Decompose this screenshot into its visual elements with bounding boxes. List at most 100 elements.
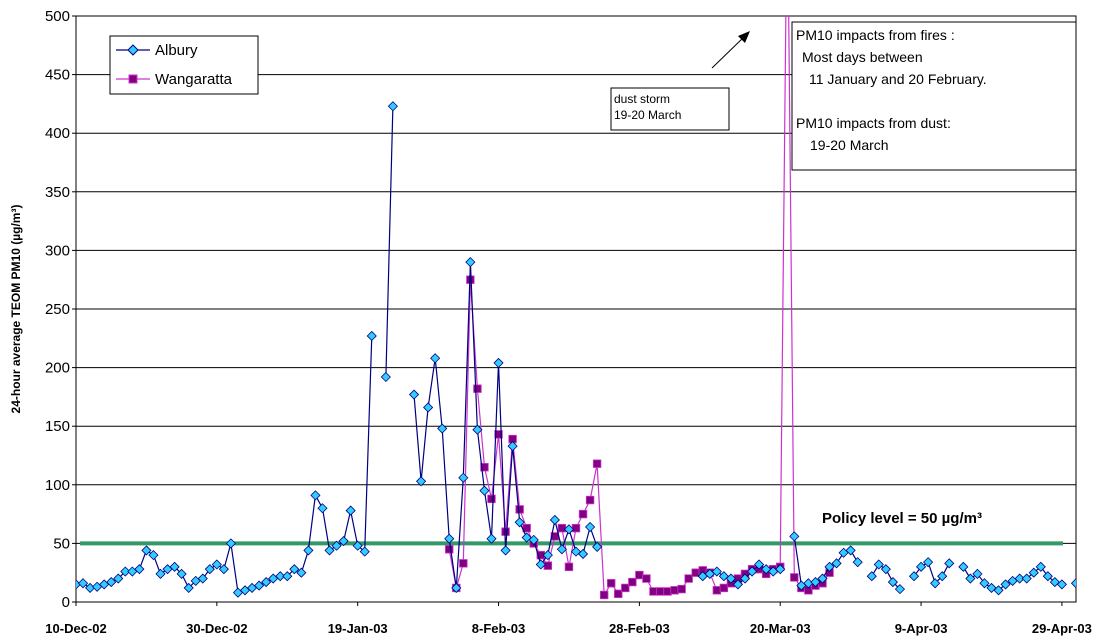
wangaratta-point-22 <box>599 590 609 600</box>
albury-point-103 <box>894 584 906 595</box>
albury-point-82 <box>746 566 758 577</box>
wangaratta-point-5 <box>480 463 489 472</box>
albury-point-65 <box>535 559 546 570</box>
albury-point-113 <box>965 573 976 584</box>
wangaratta-point-39 <box>719 583 729 593</box>
legend-albury-label: Albury <box>155 42 198 59</box>
albury-point-80 <box>732 579 744 590</box>
wangaratta-point-20 <box>585 495 595 505</box>
albury-point-71 <box>577 548 589 560</box>
wangaratta-point-7 <box>494 430 503 439</box>
albury-point-49 <box>423 402 434 413</box>
albury-point-109 <box>937 571 948 582</box>
albury-point-36 <box>324 545 335 556</box>
albury-point-50 <box>430 353 441 364</box>
albury-point-57 <box>479 485 490 496</box>
wangaratta-point-6 <box>487 494 496 504</box>
albury-point-121 <box>1021 573 1032 584</box>
impacts-line-2: Most days between <box>802 49 923 65</box>
wangaratta-point-2 <box>459 559 468 568</box>
albury-point-124 <box>1042 571 1053 582</box>
albury-point-92 <box>817 573 828 584</box>
albury-point-126 <box>1056 579 1067 590</box>
albury-point-108 <box>930 578 941 589</box>
albury-point-32 <box>296 567 307 578</box>
y-tick-label-150: 150 <box>45 418 70 435</box>
albury-point-67 <box>549 514 560 526</box>
wangaratta-point-28 <box>642 574 651 583</box>
albury-point-62 <box>514 517 525 528</box>
albury-point-35 <box>317 503 328 514</box>
impacts-line-6: 19-20 March <box>810 137 889 153</box>
albury-point-123 <box>1035 561 1046 572</box>
y-tick-label-100: 100 <box>45 477 70 494</box>
x-tick-label-2: 19-Jan-03 <box>328 621 388 636</box>
x-tick-label-1: 30-Dec-02 <box>186 621 247 636</box>
wangaratta-point-49 <box>790 573 799 582</box>
albury-point-30 <box>282 571 293 582</box>
albury-point-94 <box>831 558 842 569</box>
albury-point-51 <box>437 423 448 434</box>
y-axis-label: 24-hour average TEOM PM10 (µg/m³) <box>9 205 23 414</box>
albury-point-6 <box>113 573 124 584</box>
albury-point-40 <box>352 540 363 551</box>
albury-point-47 <box>408 389 420 400</box>
albury-point-106 <box>916 561 927 572</box>
albury-line-1 <box>385 106 394 378</box>
albury-point-11 <box>148 550 159 561</box>
wangaratta-point-14 <box>543 561 553 570</box>
y-tick-label-300: 300 <box>45 242 70 259</box>
albury-point-34 <box>310 490 321 501</box>
albury-point-56 <box>472 424 483 435</box>
albury-point-77 <box>711 566 722 577</box>
albury-point-64 <box>528 534 539 545</box>
wangaratta-point-29 <box>649 587 658 596</box>
wangaratta-point-30 <box>656 587 665 596</box>
albury-point-52 <box>444 533 455 544</box>
albury-point-100 <box>873 559 884 570</box>
impacts-annotation: PM10 impacts from fires : Most days betw… <box>791 21 1077 171</box>
albury-point-102 <box>887 577 898 588</box>
albury-point-99 <box>866 571 877 582</box>
albury-point-58 <box>486 533 497 544</box>
albury-point-88 <box>789 531 800 542</box>
dust-storm-annotation: dust storm 19-20 March <box>610 87 730 131</box>
albury-point-59 <box>493 357 504 368</box>
albury-point-10 <box>141 545 152 556</box>
albury-point-5 <box>106 577 117 588</box>
albury-point-42 <box>366 330 377 342</box>
wangaratta-point-32 <box>670 586 679 595</box>
albury-point-105 <box>908 571 920 582</box>
wangaratta-point-0 <box>445 545 454 554</box>
albury-point-81 <box>739 573 751 584</box>
impacts-line-5: PM10 impacts from dust: <box>796 115 951 131</box>
albury-point-53 <box>451 582 462 594</box>
dust-storm-line-2: 19-20 March <box>614 108 681 122</box>
albury-point-44 <box>380 371 391 383</box>
albury-point-115 <box>979 578 990 589</box>
albury-line-0 <box>76 335 373 594</box>
wangaratta-point-4 <box>473 384 482 393</box>
albury-point-101 <box>880 564 891 575</box>
albury-point-68 <box>556 544 567 555</box>
wangaratta-point-21 <box>592 459 602 468</box>
albury-point-60 <box>500 545 511 556</box>
albury-point-20 <box>211 559 222 570</box>
wangaratta-point-10 <box>515 505 524 514</box>
albury-point-22 <box>225 538 236 549</box>
albury-point-122 <box>1028 567 1039 578</box>
albury-point-41 <box>359 546 370 557</box>
wangaratta-point-34 <box>684 574 693 583</box>
dust-storm-line-1: dust storm <box>614 92 670 106</box>
wangaratta-point-18 <box>571 523 581 533</box>
albury-point-19 <box>204 564 215 575</box>
albury-point-96 <box>845 545 856 556</box>
albury-point-12 <box>155 568 166 579</box>
wangaratta-point-17 <box>564 562 574 572</box>
wangaratta-point-27 <box>635 570 644 580</box>
albury-point-18 <box>197 573 208 584</box>
albury-point-48 <box>416 476 427 487</box>
albury-point-72 <box>585 521 596 533</box>
albury-point-9 <box>134 564 145 575</box>
